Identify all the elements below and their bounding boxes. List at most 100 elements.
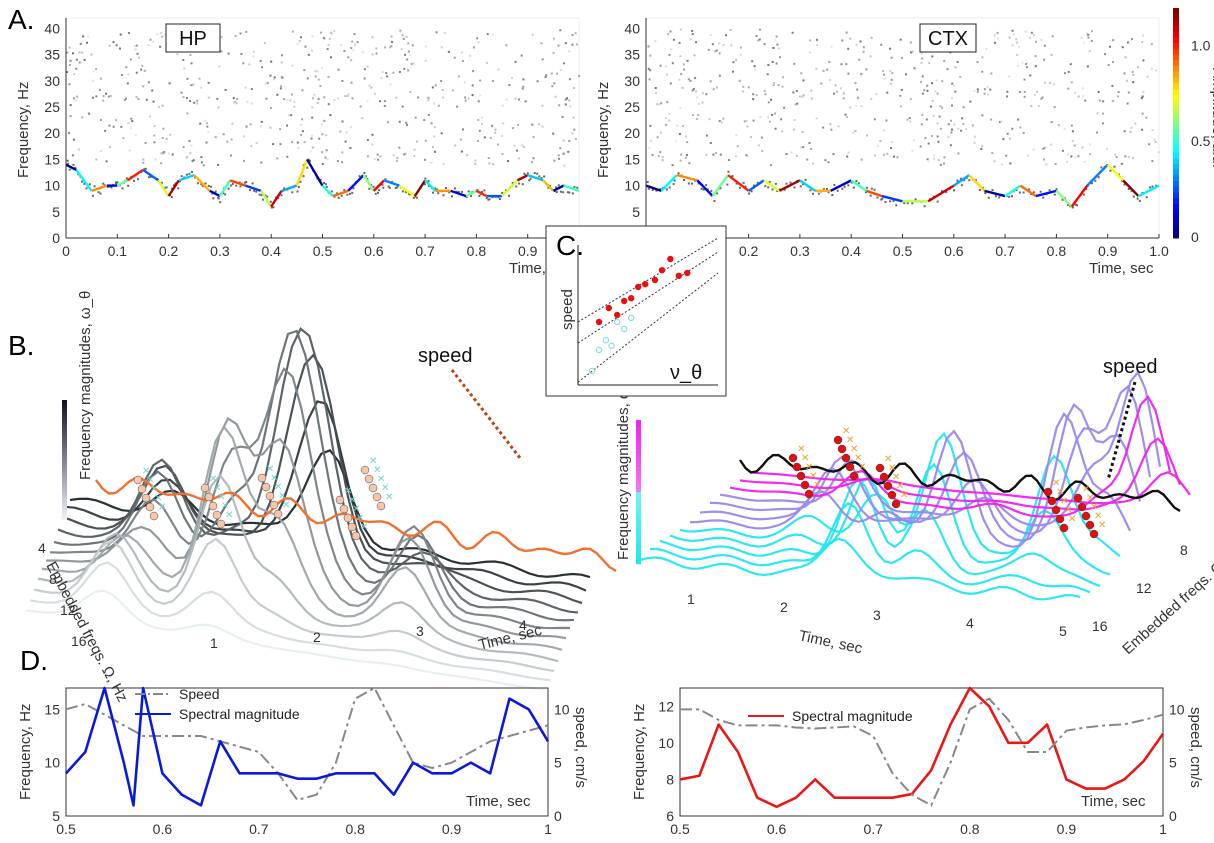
spectral-dot (1090, 30, 1093, 33)
trajectory-cross: ✕ (369, 456, 377, 467)
x-tick-label: 0.2 (739, 243, 759, 259)
spectral-dot (239, 32, 242, 35)
spectral-dot (301, 89, 304, 92)
spectral-dot (382, 186, 385, 189)
spectral-dot (526, 172, 529, 175)
spectral-dot (739, 53, 742, 56)
theta-trace-segment (270, 190, 283, 208)
spectral-dot (259, 59, 262, 62)
spectral-dot (854, 82, 857, 85)
spectral-dot (665, 65, 668, 68)
spectral-dot (529, 177, 532, 180)
spectral-dot (1053, 106, 1056, 109)
spectral-dot (69, 115, 72, 118)
spectral-dot (234, 100, 237, 103)
spectral-dot (520, 54, 523, 57)
spectral-dot (687, 78, 690, 81)
spectral-dot (299, 180, 302, 183)
spectral-dot (462, 128, 465, 131)
spectral-dot (774, 39, 777, 42)
spectral-dot (384, 178, 387, 181)
theta-trace-segment (727, 174, 750, 192)
spectral-dot (371, 53, 374, 56)
colorbar-cell (636, 434, 641, 439)
spectral-dot (160, 32, 163, 35)
spectral-dot (163, 186, 166, 189)
spectral-dot (457, 75, 460, 78)
spectral-dot (310, 49, 313, 52)
theta-trace-segment (142, 168, 160, 182)
spectral-dot (400, 48, 403, 51)
spectral-dot (1120, 162, 1123, 165)
spectral-dot (647, 45, 650, 48)
spectral-dot (1082, 193, 1085, 196)
spectral-dot (904, 73, 907, 76)
spectral-dot (909, 97, 912, 100)
spectral-dot (939, 163, 942, 166)
spectral-dot (1030, 104, 1033, 107)
spectral-dot (220, 50, 223, 53)
colorbar-cell (1173, 192, 1179, 199)
spectral-dot (127, 122, 130, 125)
spectral-dot (705, 93, 708, 96)
colorbar-cell (62, 430, 67, 434)
spectral-dot (779, 56, 782, 59)
spectral-dot (395, 96, 398, 99)
spectral-dot (931, 55, 934, 58)
data-point (608, 342, 615, 349)
spectral-dot (884, 200, 887, 203)
spectral-dot (130, 117, 133, 120)
spectral-dot (649, 69, 652, 72)
spectral-dot (331, 32, 334, 35)
spectral-dot (694, 77, 697, 80)
spectral-dot (739, 186, 742, 189)
spectral-dot (705, 134, 708, 137)
spectral-dot (477, 100, 480, 103)
spectral-dot (392, 154, 395, 157)
spectral-dot (323, 119, 326, 122)
spectral-dot (695, 118, 698, 121)
spectral-dot (88, 183, 91, 186)
spectral-dot (981, 70, 984, 73)
spectral-dot (798, 95, 801, 98)
spectral-dot (371, 133, 374, 136)
spectral-dot (472, 70, 475, 73)
spectral-dot (1151, 185, 1154, 188)
spectral-dot (72, 97, 75, 100)
surface-ridge (25, 589, 547, 691)
spectral-dot (950, 131, 953, 134)
spectral-dot (376, 191, 379, 194)
spectral-dot (1113, 165, 1116, 168)
trajectory-cross: ✕ (1056, 487, 1064, 498)
trajectory-marker (879, 472, 889, 482)
spectral-dot (135, 95, 138, 98)
spectral-dot (780, 118, 783, 121)
spectral-dot (715, 86, 718, 89)
spectral-dot (189, 152, 192, 155)
spectral-dot (243, 135, 246, 138)
spectral-dot (386, 75, 389, 78)
theta-trace-segment (542, 179, 555, 192)
spectral-dot (285, 124, 288, 127)
spectral-dot (767, 186, 770, 189)
y-tick-label: 35 (624, 47, 640, 63)
spectral-dot (376, 153, 379, 156)
spectral-dot (134, 48, 137, 51)
spectral-dot (1034, 65, 1037, 68)
data-point (642, 281, 649, 288)
spectral-dot (697, 113, 700, 116)
theta-trace-segment (167, 179, 180, 197)
spectral-dot (182, 59, 185, 62)
spectral-dot (837, 125, 840, 128)
spectral-dot (827, 161, 830, 164)
spectral-dot (776, 189, 779, 192)
spectral-dot (573, 128, 576, 131)
spectral-dot (341, 161, 344, 164)
colorbar-cell (636, 463, 641, 467)
spectral-dot (325, 185, 328, 188)
spectral-dot (1044, 81, 1047, 84)
colorbar-cell (636, 524, 641, 529)
spectral-dot (932, 114, 935, 117)
spectral-dot (705, 153, 708, 156)
spectral-dot (383, 100, 386, 103)
